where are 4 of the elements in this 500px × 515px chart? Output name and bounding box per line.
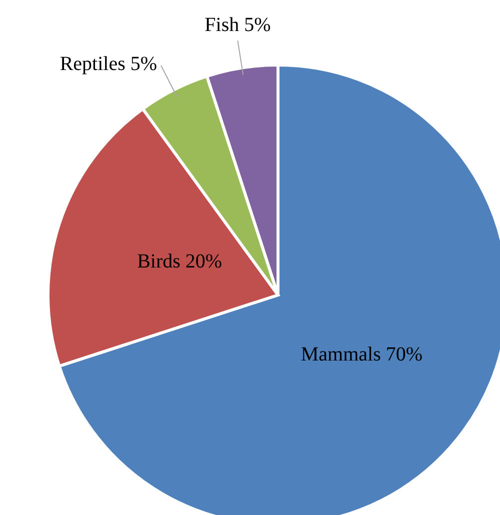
slice-label: Reptiles 5% (60, 53, 158, 76)
slice-label: Mammals 70% (300, 343, 423, 366)
slice-label: Fish 5% (204, 14, 271, 36)
slice-label: Birds 20% (137, 250, 222, 273)
